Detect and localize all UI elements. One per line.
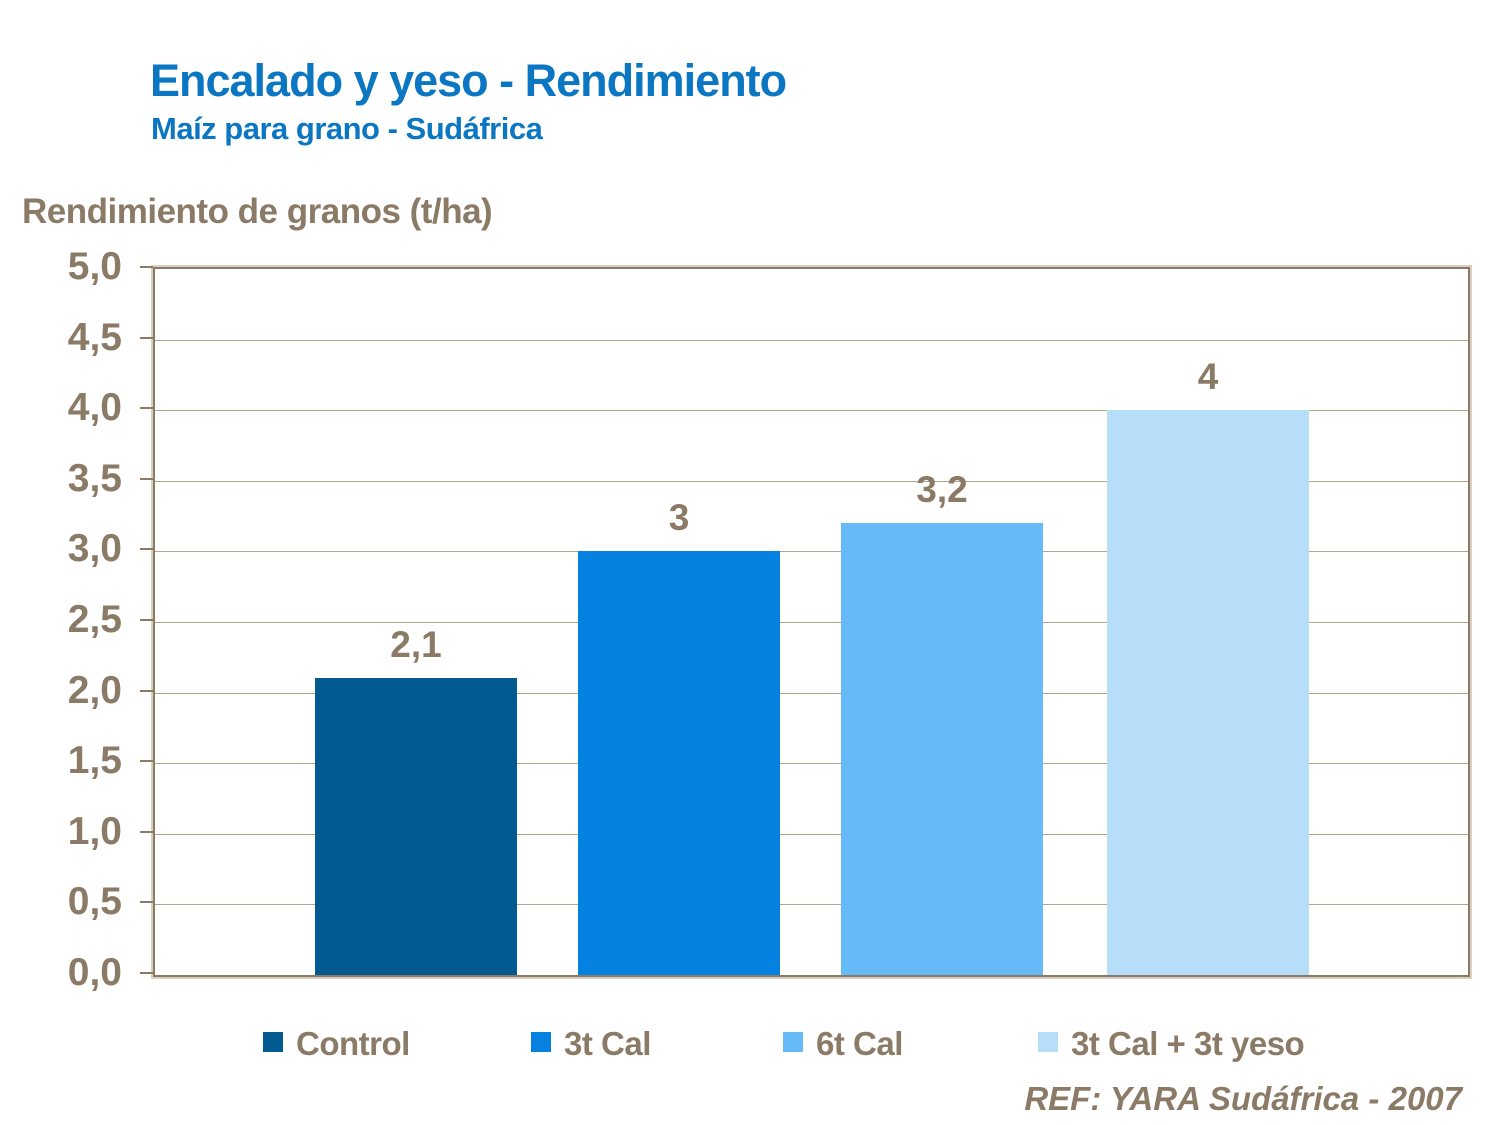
bar-value-label: 3 bbox=[668, 497, 690, 538]
gridline bbox=[155, 834, 1468, 835]
gridline bbox=[155, 904, 1468, 905]
y-tick-label: 0,0 bbox=[67, 951, 122, 994]
y-tick-label: 1,0 bbox=[67, 810, 122, 853]
y-tick-mark bbox=[140, 407, 153, 409]
bar-value-label: 3,2 bbox=[916, 469, 968, 510]
gridline bbox=[155, 622, 1468, 623]
y-tick-label: 3,0 bbox=[67, 527, 122, 570]
bar-3 bbox=[841, 523, 1043, 975]
y-tick-label: 4,5 bbox=[67, 316, 122, 359]
legend-label: 3t Cal bbox=[564, 1025, 651, 1062]
y-tick-label: 2,5 bbox=[67, 598, 122, 641]
bar-value-label: 4 bbox=[1197, 356, 1219, 397]
gridline bbox=[155, 551, 1468, 552]
legend-label: 6t Cal bbox=[816, 1025, 903, 1062]
legend-swatch bbox=[1038, 1032, 1058, 1052]
y-tick-label: 0,5 bbox=[67, 880, 122, 923]
y-tick-mark bbox=[140, 548, 153, 550]
legend-swatch bbox=[783, 1032, 803, 1052]
y-tick-mark bbox=[140, 266, 153, 268]
gridline bbox=[155, 481, 1468, 482]
legend-label: 3t Cal + 3t yeso bbox=[1071, 1025, 1305, 1062]
y-tick-label: 2,0 bbox=[67, 669, 122, 712]
y-tick-mark bbox=[140, 972, 153, 974]
y-axis-title: Rendimiento de granos (t/ha) bbox=[22, 192, 493, 231]
page-title: Encalado y yeso - Rendimiento bbox=[150, 55, 787, 106]
bar-4 bbox=[1107, 410, 1309, 975]
gridline bbox=[155, 763, 1468, 764]
reference-note: REF: YARA Sudáfrica - 2007 bbox=[1024, 1080, 1462, 1117]
y-tick-label: 5,0 bbox=[67, 245, 122, 288]
legend-swatch bbox=[531, 1032, 551, 1052]
gridline bbox=[155, 410, 1468, 411]
y-tick-mark bbox=[140, 619, 153, 621]
y-tick-mark bbox=[140, 901, 153, 903]
bar-1 bbox=[315, 678, 517, 975]
bar-2 bbox=[578, 551, 780, 975]
page-subtitle: Maíz para grano - Sudáfrica bbox=[151, 111, 543, 146]
y-tick-mark bbox=[140, 760, 153, 762]
y-tick-label: 1,5 bbox=[67, 739, 122, 782]
y-tick-label: 3,5 bbox=[67, 457, 122, 500]
y-tick-mark bbox=[140, 478, 153, 480]
gridline bbox=[155, 693, 1468, 694]
legend-label: Control bbox=[296, 1025, 410, 1062]
y-tick-mark bbox=[140, 337, 153, 339]
bar-value-label: 2,1 bbox=[390, 624, 442, 665]
legend-swatch bbox=[263, 1032, 283, 1052]
y-tick-mark bbox=[140, 831, 153, 833]
y-tick-label: 4,0 bbox=[67, 386, 122, 429]
gridline bbox=[155, 340, 1468, 341]
chart-plot-area: 2,1 3 3,2 4 bbox=[151, 265, 1472, 979]
y-tick-mark bbox=[140, 690, 153, 692]
